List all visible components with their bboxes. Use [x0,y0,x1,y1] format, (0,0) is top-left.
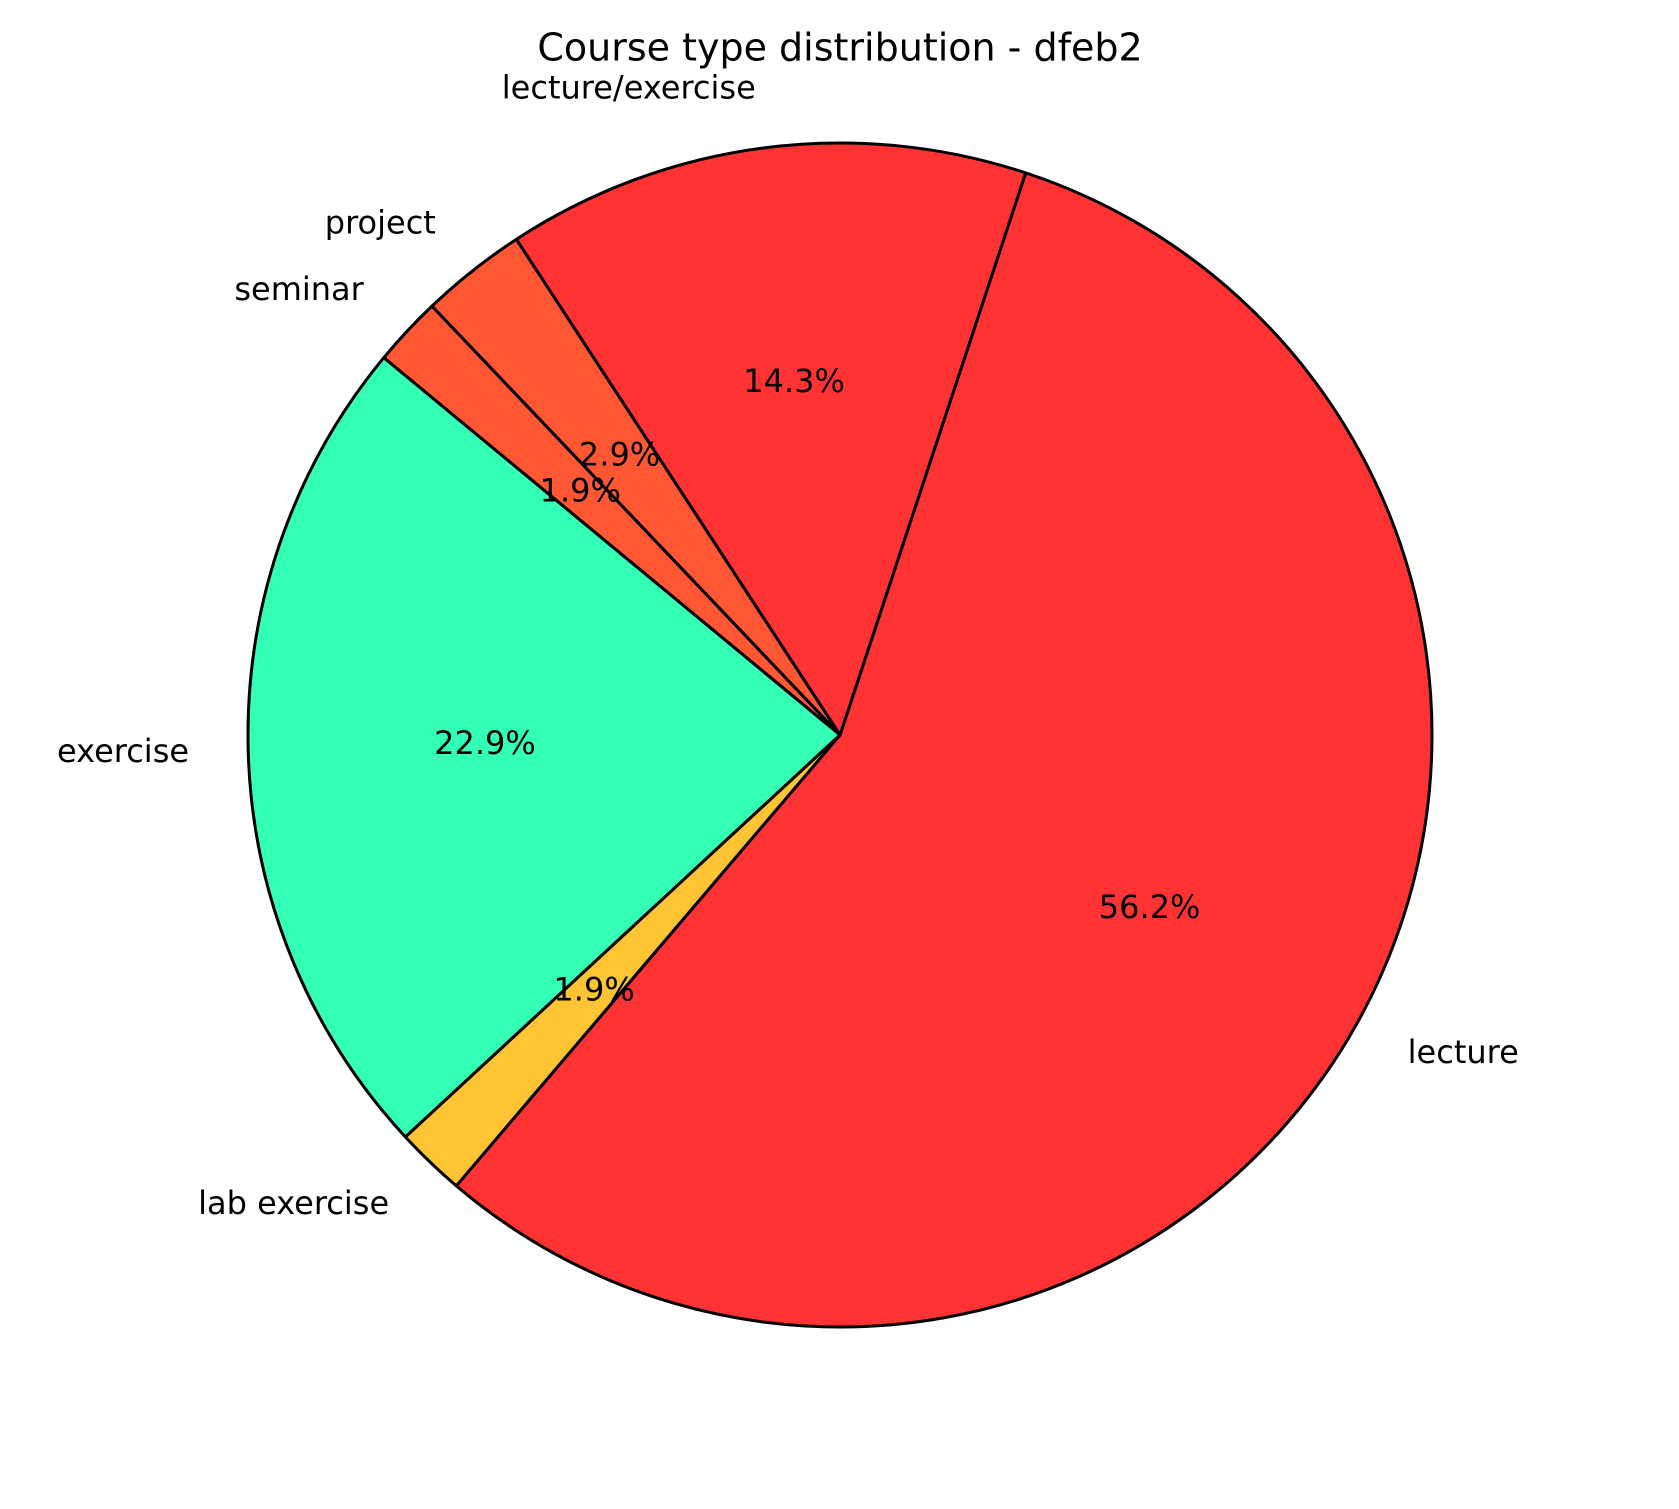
pie-slice [514,141,1028,737]
slice-label: project [325,203,436,241]
percent-label: 1.9% [540,472,621,510]
slice-label: lecture [1408,1033,1519,1071]
percent-label: 56.2% [1099,888,1201,926]
chart-title: Course type distribution - dfeb2 [537,26,1142,70]
pie-slice [454,171,1434,1329]
slice-label: exercise [57,732,189,770]
slice-label: lab exercise [198,1184,389,1222]
slice-label: seminar [234,270,364,308]
percent-label: 14.3% [743,362,845,400]
pie-slice [246,356,842,1139]
percent-label: 2.9% [579,435,660,473]
pie-slice [403,733,842,1188]
slice-label: lecture/exercise [502,68,756,106]
percent-label: 1.9% [553,970,634,1008]
percent-label: 22.9% [434,724,536,762]
